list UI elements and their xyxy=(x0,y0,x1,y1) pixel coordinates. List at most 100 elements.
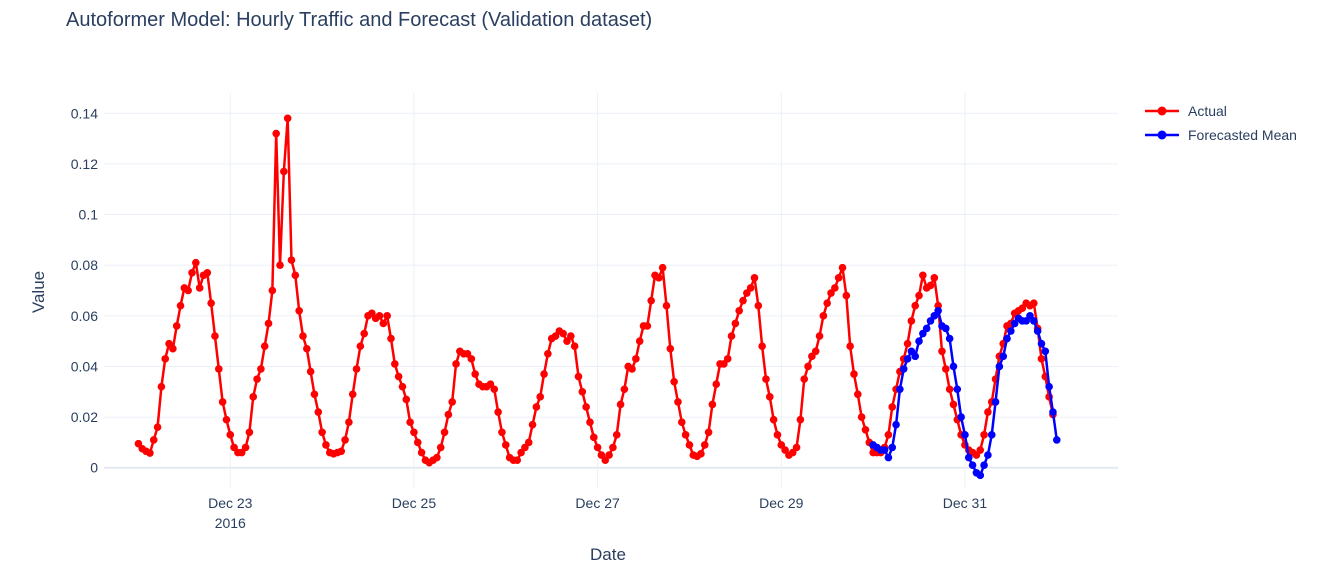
data-point-actual xyxy=(903,339,912,348)
data-point-actual xyxy=(245,428,254,437)
series-layer xyxy=(134,114,1061,480)
data-point-forecasted-mean xyxy=(942,324,950,333)
data-point-forecasted-mean xyxy=(1003,334,1011,343)
data-point-actual xyxy=(762,375,770,383)
data-point-forecasted-mean xyxy=(915,337,923,345)
data-point-actual xyxy=(567,332,575,340)
legend-item-forecasted-mean[interactable]: Forecasted Mean xyxy=(1145,127,1297,143)
data-point-actual xyxy=(846,342,854,351)
data-point-actual xyxy=(406,418,414,426)
data-point-actual xyxy=(758,342,766,351)
y-tick-label: 0.14 xyxy=(71,105,98,121)
x-tick-label: Dec 31 xyxy=(943,495,988,511)
data-point-actual xyxy=(295,306,303,315)
legend-item-actual[interactable]: Actual xyxy=(1145,103,1227,119)
data-point-actual xyxy=(218,398,227,406)
data-point-actual xyxy=(544,350,552,358)
data-point-actual xyxy=(394,372,403,381)
data-point-forecasted-mean xyxy=(953,385,962,394)
data-point-actual xyxy=(792,443,801,452)
data-point-actual xyxy=(161,355,170,363)
data-point-actual xyxy=(513,456,522,464)
data-point-actual xyxy=(949,400,958,409)
data-point-actual xyxy=(586,418,594,426)
data-point-actual xyxy=(257,365,265,373)
data-point-actual xyxy=(739,296,747,305)
data-point-actual xyxy=(632,355,640,363)
legend-label-forecasted-mean: Forecasted Mean xyxy=(1188,127,1297,143)
data-point-forecasted-mean xyxy=(949,362,958,371)
x-axis-title: Date xyxy=(590,545,626,564)
data-point-forecasted-mean xyxy=(1030,317,1038,325)
data-point-actual xyxy=(861,425,870,434)
data-point-actual xyxy=(662,301,671,310)
data-point-actual xyxy=(471,370,479,378)
data-point-actual xyxy=(410,428,418,437)
data-point-actual xyxy=(211,332,219,340)
y-tick-label: 0.06 xyxy=(71,308,98,324)
data-point-actual xyxy=(930,274,939,282)
data-point-actual xyxy=(670,377,678,386)
data-point-actual xyxy=(589,433,598,442)
data-point-actual xyxy=(704,428,713,437)
data-point-actual xyxy=(337,447,346,456)
data-point-actual xyxy=(207,299,215,307)
data-point-forecasted-mean xyxy=(968,461,977,470)
data-point-actual xyxy=(536,393,545,401)
data-point-actual xyxy=(628,365,636,373)
data-point-actual xyxy=(708,400,717,409)
data-point-forecasted-mean xyxy=(961,431,969,439)
data-point-actual xyxy=(723,355,732,363)
data-point-actual xyxy=(280,167,288,176)
data-point-actual xyxy=(984,408,992,416)
legend-label-actual: Actual xyxy=(1188,103,1227,119)
data-point-actual xyxy=(318,428,326,437)
data-point-forecasted-mean xyxy=(1049,408,1057,416)
data-point-actual xyxy=(444,410,453,419)
data-point-actual xyxy=(268,286,277,295)
series-actual xyxy=(134,114,1057,467)
legend-marker-forecasted-mean xyxy=(1157,130,1167,140)
data-point-forecasted-mean xyxy=(945,334,954,343)
data-point-actual xyxy=(322,441,330,449)
data-point-actual xyxy=(655,274,663,282)
data-point-actual xyxy=(911,301,919,310)
data-point-actual xyxy=(249,393,258,401)
data-point-actual xyxy=(746,284,755,292)
data-point-actual xyxy=(915,291,923,300)
y-tick-label: 0.12 xyxy=(71,156,98,172)
data-point-forecasted-mean xyxy=(999,352,1008,361)
y-tick-label: 0.08 xyxy=(71,257,98,273)
x-tick-sublabel: 2016 xyxy=(215,515,246,531)
data-point-actual xyxy=(834,274,843,282)
data-point-actual xyxy=(658,263,667,272)
x-tick-label: Dec 27 xyxy=(575,495,620,511)
data-point-actual xyxy=(379,319,388,328)
y-axis-title: Value xyxy=(29,271,48,313)
data-point-actual xyxy=(605,451,613,459)
data-point-actual xyxy=(570,342,579,351)
data-point-actual xyxy=(712,380,721,388)
data-point-actual xyxy=(938,347,946,356)
data-point-actual xyxy=(153,423,162,432)
data-point-forecasted-mean xyxy=(922,324,931,333)
data-point-actual xyxy=(766,393,774,401)
data-point-actual xyxy=(666,344,675,353)
data-point-actual xyxy=(823,299,831,307)
data-point-actual xyxy=(402,395,411,404)
data-point-forecasted-mean xyxy=(880,446,889,454)
legend[interactable]: Actual Forecasted Mean xyxy=(1145,103,1297,143)
data-point-actual xyxy=(582,403,590,411)
data-point-forecasted-mean xyxy=(1052,436,1061,444)
data-point-forecasted-mean xyxy=(896,385,904,394)
data-point-actual xyxy=(976,446,985,454)
data-point-actual xyxy=(452,360,460,368)
data-point-actual xyxy=(352,365,361,373)
y-tick-label: 0.1 xyxy=(79,207,99,223)
data-point-actual xyxy=(383,312,391,320)
data-point-forecasted-mean xyxy=(976,471,985,480)
data-point-actual xyxy=(857,413,866,421)
data-point-actual xyxy=(612,431,621,439)
data-point-actual xyxy=(578,387,587,396)
